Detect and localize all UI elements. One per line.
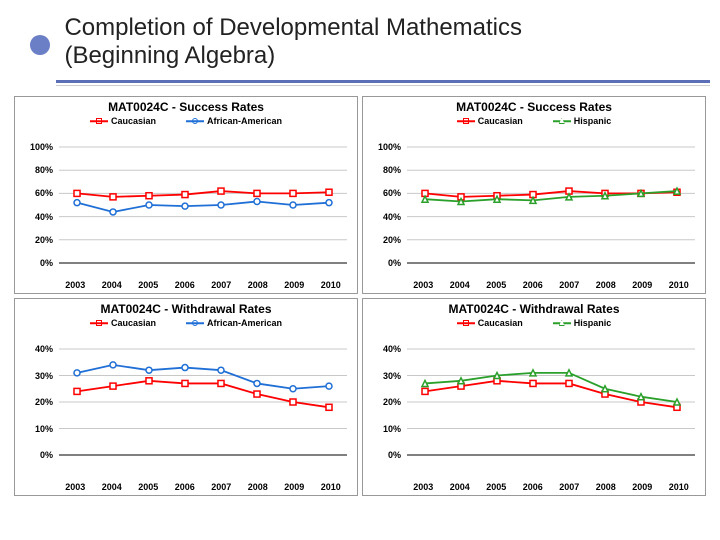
legend-item: African-American [186,116,282,126]
legend-swatch [457,319,475,327]
x-axis-labels: 20032004200520062007200820092010 [405,482,697,492]
plot-area [405,347,697,457]
legend-item: Caucasian [457,116,523,126]
chart-grid: MAT0024C - Success Rates Caucasian Afric… [0,86,720,506]
legend-item: African-American [186,318,282,328]
chart-panel: MAT0024C - Withdrawal Rates Caucasian Hi… [362,298,706,496]
plot-area [405,145,697,265]
legend-label: Caucasian [111,116,156,126]
legend-swatch [186,117,204,125]
legend-swatch [90,319,108,327]
legend-label: African-American [207,116,282,126]
legend-label: Caucasian [111,318,156,328]
chart-title: MAT0024C - Withdrawal Rates [15,302,357,316]
x-axis-labels: 20032004200520062007200820092010 [405,280,697,290]
legend-item: Caucasian [90,116,156,126]
plot-area [57,347,349,457]
chart-legend: Caucasian Hispanic [363,116,705,126]
legend-item: Caucasian [457,318,523,328]
bullet-icon [30,35,50,55]
legend-label: African-American [207,318,282,328]
legend-swatch [457,117,475,125]
y-axis-labels: 0%10%20%30%40% [367,347,401,457]
plot-area [57,145,349,265]
chart-title: MAT0024C - Success Rates [15,100,357,114]
legend-label: Hispanic [574,318,612,328]
title-line2: (Beginning Algebra) [64,42,275,69]
chart-legend: Caucasian African-American [15,318,357,328]
x-axis-labels: 20032004200520062007200820092010 [57,280,349,290]
title-line1: Completion of Developmental Mathematics [64,14,522,41]
chart-panel: MAT0024C - Withdrawal Rates Caucasian Af… [14,298,358,496]
legend-item: Hispanic [553,116,612,126]
page-title: Completion of Developmental Mathematics … [64,14,522,70]
legend-swatch [553,117,571,125]
chart-legend: Caucasian African-American [15,116,357,126]
legend-swatch [553,319,571,327]
legend-swatch [90,117,108,125]
legend-label: Caucasian [478,318,523,328]
chart-panel: MAT0024C - Success Rates Caucasian Afric… [14,96,358,294]
y-axis-labels: 0%20%40%60%80%100% [19,145,53,265]
divider-thick [56,80,710,83]
legend-item: Caucasian [90,318,156,328]
slide: Completion of Developmental Mathematics … [0,0,720,540]
legend-label: Hispanic [574,116,612,126]
chart-title: MAT0024C - Success Rates [363,100,705,114]
chart-legend: Caucasian Hispanic [363,318,705,328]
title-block: Completion of Developmental Mathematics … [0,0,720,76]
legend-label: Caucasian [478,116,523,126]
x-axis-labels: 20032004200520062007200820092010 [57,482,349,492]
chart-title: MAT0024C - Withdrawal Rates [363,302,705,316]
legend-item: Hispanic [553,318,612,328]
y-axis-labels: 0%20%40%60%80%100% [367,145,401,265]
chart-panel: MAT0024C - Success Rates Caucasian Hispa… [362,96,706,294]
y-axis-labels: 0%10%20%30%40% [19,347,53,457]
legend-swatch [186,319,204,327]
